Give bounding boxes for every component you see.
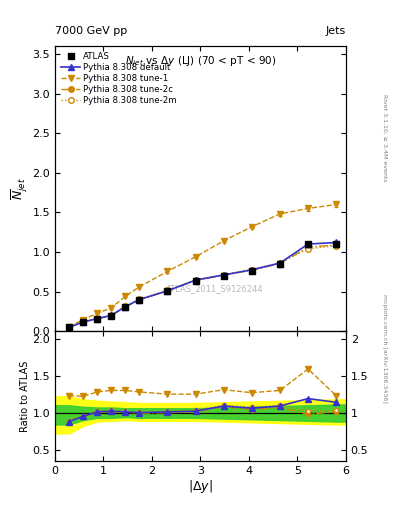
Text: Rivet 3.1.10, ≥ 3.4M events: Rivet 3.1.10, ≥ 3.4M events: [382, 94, 387, 182]
Text: Jets: Jets: [325, 26, 346, 36]
Text: 7000 GeV pp: 7000 GeV pp: [55, 26, 127, 36]
Text: $N_{jet}$ vs $\Delta y$ (LJ) (70 < pT < 90): $N_{jet}$ vs $\Delta y$ (LJ) (70 < pT < …: [125, 55, 276, 69]
Text: ATLAS_2011_S9126244: ATLAS_2011_S9126244: [166, 284, 264, 293]
Legend: ATLAS, Pythia 8.308 default, Pythia 8.308 tune-1, Pythia 8.308 tune-2c, Pythia 8: ATLAS, Pythia 8.308 default, Pythia 8.30…: [58, 49, 180, 108]
X-axis label: $|\Delta y|$: $|\Delta y|$: [188, 478, 213, 496]
Y-axis label: $\overline{N}_{jet}$: $\overline{N}_{jet}$: [9, 177, 29, 200]
Text: mcplots.cern.ch [arXiv:1306.3436]: mcplots.cern.ch [arXiv:1306.3436]: [382, 294, 387, 402]
Y-axis label: Ratio to ATLAS: Ratio to ATLAS: [20, 360, 29, 432]
